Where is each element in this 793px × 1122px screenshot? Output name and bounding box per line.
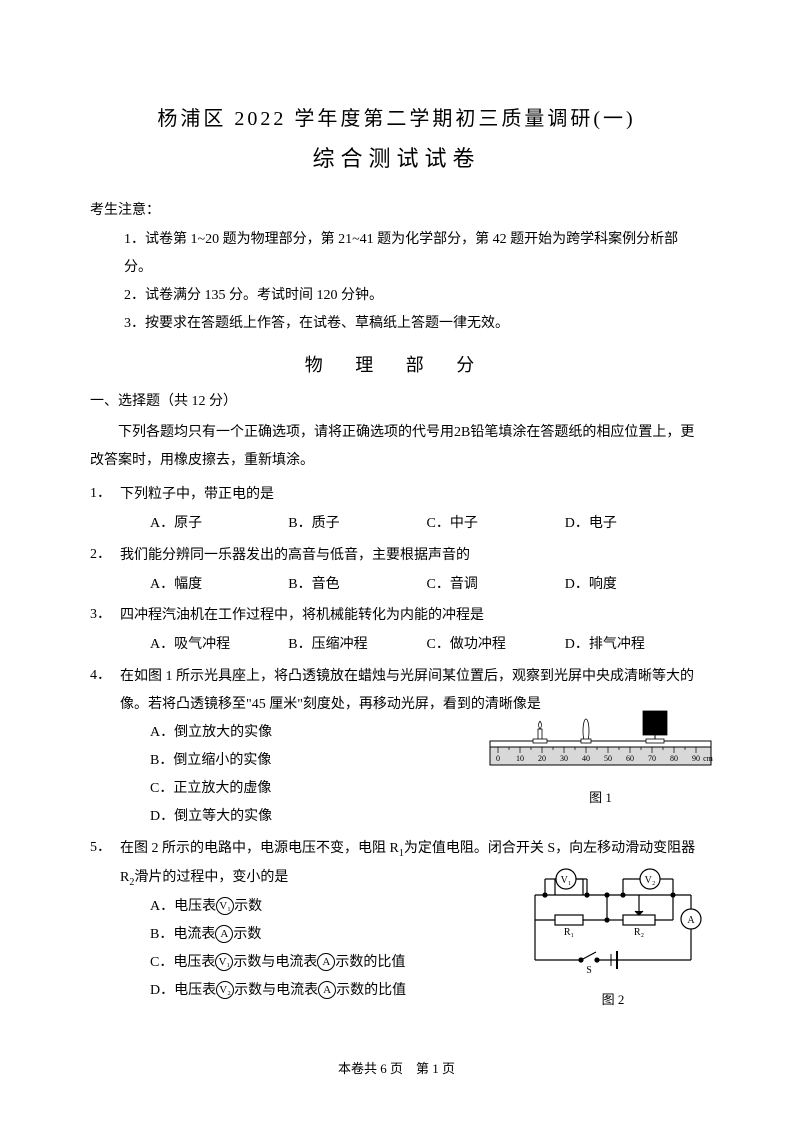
optical-bench-icon: 0 10 20 30 40 50 60 70 80 90 cm [488,703,713,773]
option-b: B．质子 [288,511,426,538]
part1-instruction: 下列各题均只有一个正确选项，请将正确选项的代号用2B铅笔填涂在答题纸的相应位置上… [90,419,703,475]
svg-text:30: 30 [560,754,568,763]
question-2: 2． 我们能分辨同一乐器发出的高音与低音，主要根据声音的 A．幅度 B．音色 C… [90,542,703,599]
figure-1: 0 10 20 30 40 50 60 70 80 90 cm [488,703,713,810]
part1-heading: 一、选择题（共 12 分） [90,389,703,416]
q-stem: 下列粒子中，带正电的是 [120,481,703,509]
option-c: C．做功冲程 [427,632,565,659]
svg-text:40: 40 [582,754,590,763]
title-sub: 综合测试试卷 [90,138,703,180]
svg-text:70: 70 [648,754,656,763]
svg-text:V₂: V₂ [645,875,656,886]
notice-label: 考生注意： [90,198,703,225]
option-d: D．排气冲程 [565,632,703,659]
option-a: A．原子 [150,511,288,538]
svg-text:S: S [586,965,592,975]
svg-text:cm: cm [703,754,713,763]
q-stem: 四冲程汽油机在工作过程中，将机械能转化为内能的冲程是 [120,602,703,630]
section-title: 物 理 部 分 [90,348,703,382]
title-main: 杨浦区 2022 学年度第二学期初三质量调研(一) [90,100,703,138]
svg-text:R₂: R₂ [634,927,644,938]
circuit-diagram-icon: V₁ V₂ A R₁ R₂ S [523,865,703,975]
notice-list: 1．试卷第 1~20 题为物理部分，第 21~41 题为化学部分，第 42 题开… [90,226,703,338]
option-a: A．幅度 [150,572,288,599]
q-num: 4． [90,663,120,831]
notice-item: 3．按要求在答题纸上作答，在试卷、草稿纸上答题一律无效。 [124,310,703,338]
page-footer: 本卷共 6 页 第 1 页 [0,1057,793,1082]
notice-item: 2．试卷满分 135 分。考试时间 120 分钟。 [124,282,703,310]
option-d: D．电子 [565,511,703,538]
svg-text:R₁: R₁ [564,927,574,938]
q-num: 2． [90,542,120,599]
svg-text:60: 60 [626,754,634,763]
figure-1-label: 图 1 [488,786,713,811]
svg-text:A: A [687,915,695,926]
question-4: 4． 在如图 1 所示光具座上，将凸透镜放在蜡烛与光屏间某位置后，观察到光屏中央… [90,663,703,831]
option-b: B．音色 [288,572,426,599]
question-3: 3． 四冲程汽油机在工作过程中，将机械能转化为内能的冲程是 A．吸气冲程 B．压… [90,602,703,659]
svg-text:V₁: V₁ [561,875,572,886]
svg-text:0: 0 [496,754,500,763]
notice-item: 1．试卷第 1~20 题为物理部分，第 21~41 题为化学部分，第 42 题开… [124,226,703,282]
option-c: C．音调 [427,572,565,599]
figure-2-label: 图 2 [523,988,703,1013]
figure-2: V₁ V₂ A R₁ R₂ S 图 2 [523,865,703,1012]
svg-text:20: 20 [538,754,546,763]
svg-text:90: 90 [692,754,700,763]
q-num: 3． [90,602,120,659]
option-b: B．压缩冲程 [288,632,426,659]
option-c: C．中子 [427,511,565,538]
svg-text:50: 50 [604,754,612,763]
option-a: A．吸气冲程 [150,632,288,659]
svg-text:80: 80 [670,754,678,763]
q-stem: 我们能分辨同一乐器发出的高音与低音，主要根据声音的 [120,542,703,570]
q-num: 5． [90,835,120,1005]
q-num: 1． [90,481,120,538]
option-d: D．响度 [565,572,703,599]
question-1: 1． 下列粒子中，带正电的是 A．原子 B．质子 C．中子 D．电子 [90,481,703,538]
svg-text:10: 10 [516,754,524,763]
question-5: 5． 在图 2 所示的电路中，电源电压不变，电阻 R1为定值电阻。闭合开关 S，… [90,835,703,1005]
